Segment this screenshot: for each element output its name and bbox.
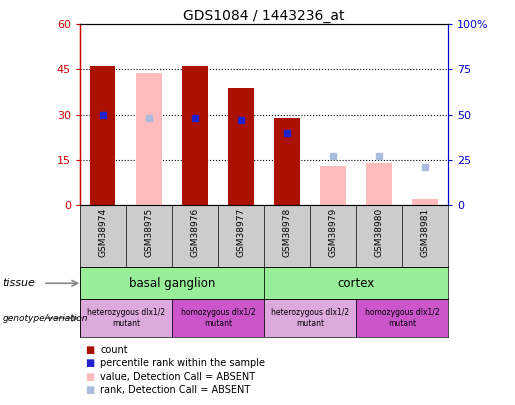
Title: GDS1084 / 1443236_at: GDS1084 / 1443236_at bbox=[183, 9, 345, 23]
Text: heterozygous dlx1/2
mutant: heterozygous dlx1/2 mutant bbox=[87, 308, 165, 328]
Text: ■: ■ bbox=[85, 372, 94, 382]
Text: homozygous dlx1/2
mutant: homozygous dlx1/2 mutant bbox=[365, 308, 439, 328]
Bar bbox=[320, 166, 346, 205]
Text: genotype/variation: genotype/variation bbox=[3, 313, 88, 323]
Bar bbox=[228, 87, 253, 205]
Text: heterozygous dlx1/2
mutant: heterozygous dlx1/2 mutant bbox=[271, 308, 349, 328]
Text: percentile rank within the sample: percentile rank within the sample bbox=[100, 358, 265, 368]
Text: GSM38981: GSM38981 bbox=[421, 208, 430, 258]
Bar bbox=[264, 267, 448, 299]
Text: rank, Detection Call = ABSENT: rank, Detection Call = ABSENT bbox=[100, 385, 251, 395]
Bar bbox=[136, 72, 162, 205]
Bar bbox=[413, 199, 438, 205]
Text: GSM38976: GSM38976 bbox=[191, 208, 199, 258]
Text: homozygous dlx1/2
mutant: homozygous dlx1/2 mutant bbox=[181, 308, 255, 328]
Bar bbox=[274, 118, 300, 205]
Text: value, Detection Call = ABSENT: value, Detection Call = ABSENT bbox=[100, 372, 255, 382]
Bar bbox=[356, 299, 448, 337]
Text: cortex: cortex bbox=[337, 277, 374, 290]
Bar bbox=[264, 299, 356, 337]
Text: GSM38978: GSM38978 bbox=[282, 208, 291, 258]
Bar bbox=[366, 163, 392, 205]
Text: GSM38974: GSM38974 bbox=[98, 208, 107, 257]
Text: ■: ■ bbox=[85, 345, 94, 355]
Text: GSM38980: GSM38980 bbox=[374, 208, 384, 258]
Bar bbox=[182, 66, 208, 205]
Text: tissue: tissue bbox=[3, 278, 36, 288]
Text: GSM38975: GSM38975 bbox=[144, 208, 153, 258]
Text: count: count bbox=[100, 345, 128, 355]
Bar bbox=[172, 299, 264, 337]
Bar bbox=[90, 66, 115, 205]
Bar bbox=[80, 267, 264, 299]
Text: ■: ■ bbox=[85, 385, 94, 395]
Text: basal ganglion: basal ganglion bbox=[129, 277, 215, 290]
Text: ■: ■ bbox=[85, 358, 94, 368]
Bar bbox=[80, 299, 172, 337]
Text: GSM38977: GSM38977 bbox=[236, 208, 246, 258]
Text: GSM38979: GSM38979 bbox=[329, 208, 337, 258]
